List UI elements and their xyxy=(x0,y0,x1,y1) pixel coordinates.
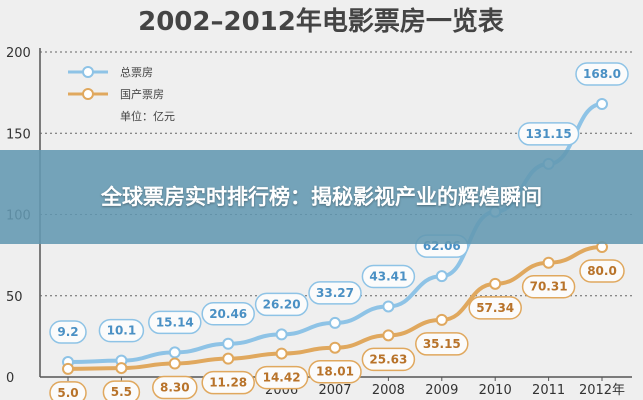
data-point xyxy=(382,329,395,342)
data-label: 35.15 xyxy=(423,337,461,351)
data-label-bubble xyxy=(49,320,87,344)
chart-title: 2002–2012年电影票房一览表 xyxy=(138,6,505,37)
y-tick-label: 150 xyxy=(6,127,31,142)
data-label-bubble xyxy=(308,359,362,384)
data-label-bubble xyxy=(148,310,202,335)
data-label-bubble xyxy=(102,380,141,400)
legend-swatch-marker xyxy=(82,88,94,100)
data-point xyxy=(542,256,555,269)
data-label: 5.0 xyxy=(57,386,78,400)
data-label: 168.0 xyxy=(583,67,621,81)
x-tick-label: 2010 xyxy=(479,383,512,398)
data-label-bubble xyxy=(361,347,416,372)
y-tick-label: 50 xyxy=(6,290,23,305)
data-label-bubble xyxy=(152,375,198,400)
legend-swatch-marker xyxy=(82,66,94,78)
data-label: 11.28 xyxy=(209,376,247,390)
series-line xyxy=(66,245,604,371)
data-label-bubble xyxy=(468,296,522,320)
data-label: 15.14 xyxy=(156,315,194,329)
data-label-bubble xyxy=(254,292,309,317)
data-label: 70.31 xyxy=(530,280,568,294)
data-label: 33.27 xyxy=(316,286,354,300)
data-label: 80.0 xyxy=(587,264,617,278)
data-label-bubble xyxy=(521,274,576,299)
x-tick-label: 2007 xyxy=(318,383,351,398)
data-point xyxy=(275,328,288,341)
data-label-bubble xyxy=(308,281,362,305)
data-point xyxy=(275,347,288,360)
data-point xyxy=(329,341,341,354)
legend-label: 国产票房 xyxy=(120,87,164,101)
data-label-bubble xyxy=(49,381,87,400)
data-label-bubble xyxy=(98,318,145,343)
data-label-bubble xyxy=(517,122,580,146)
data-point xyxy=(596,98,608,110)
data-label: 57.34 xyxy=(476,301,514,315)
data-point xyxy=(62,362,74,375)
data-label-bubble xyxy=(254,365,309,390)
data-label: 131.15 xyxy=(525,127,571,141)
data-label: 18.01 xyxy=(316,365,354,379)
data-label-bubble xyxy=(415,332,469,356)
y-tick-label: 200 xyxy=(6,46,31,61)
headline-text: 全球票房实时排行榜：揭秘影视产业的辉煌瞬间 xyxy=(101,185,542,209)
data-point xyxy=(168,357,181,370)
data-point xyxy=(329,316,341,329)
x-tick-label: 2008 xyxy=(372,383,405,398)
data-point xyxy=(435,313,448,326)
data-label-bubble xyxy=(201,302,255,326)
data-label-bubble xyxy=(201,370,255,395)
data-label: 14.42 xyxy=(263,371,301,385)
x-tick-label: 2011 xyxy=(532,383,565,398)
data-point xyxy=(435,270,448,283)
x-tick-label: 2012年 xyxy=(579,383,625,398)
data-label-bubble xyxy=(361,264,416,289)
legend-label: 总票房 xyxy=(120,65,153,79)
data-label: 8.30 xyxy=(160,381,190,395)
data-point xyxy=(168,346,181,359)
data-label-bubble xyxy=(579,259,625,283)
data-label: 43.41 xyxy=(369,269,407,283)
data-point xyxy=(222,352,235,365)
data-label: 26.20 xyxy=(263,297,301,311)
data-label: 9.2 xyxy=(57,325,78,339)
data-label: 20.46 xyxy=(209,307,247,321)
data-point xyxy=(115,362,128,375)
data-label: 10.1 xyxy=(107,324,137,338)
data-point xyxy=(222,337,235,350)
x-tick-label: 2009 xyxy=(425,383,458,398)
headline-banner: 全球票房实时排行榜：揭秘影视产业的辉煌瞬间 xyxy=(0,150,643,244)
data-label: 25.63 xyxy=(369,352,407,366)
y-tick-label: 0 xyxy=(6,371,14,386)
data-label: 5.5 xyxy=(111,385,132,399)
data-point xyxy=(382,300,395,313)
unit-label: 单位：亿元 xyxy=(120,109,175,123)
data-label-bubble xyxy=(575,62,629,86)
data-point xyxy=(489,277,502,290)
